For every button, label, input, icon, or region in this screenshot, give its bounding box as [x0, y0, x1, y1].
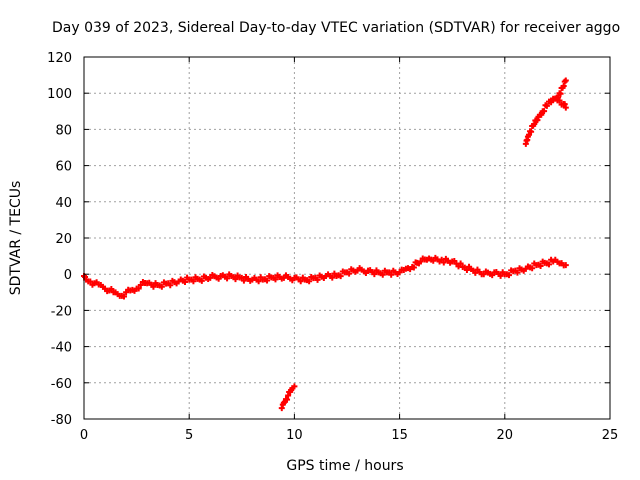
data-point — [284, 396, 291, 403]
plot-frame — [83, 56, 611, 420]
x-axis-label: GPS time / hours — [286, 458, 403, 474]
data-point — [561, 101, 568, 108]
data-points — [81, 77, 569, 412]
x-tick-label: 20 — [497, 428, 514, 443]
y-tick-label: 0 — [64, 268, 72, 283]
data-point — [543, 102, 550, 109]
data-point — [264, 277, 271, 284]
data-point — [181, 278, 188, 285]
series-upper-arc-rising — [522, 77, 569, 147]
x-tick-label: 25 — [602, 428, 619, 443]
y-tick-label: 120 — [47, 51, 72, 66]
series-lower-arc — [278, 383, 298, 412]
data-point — [272, 276, 279, 283]
data-point — [120, 293, 127, 300]
data-point — [529, 265, 536, 272]
y-tick-label: -40 — [51, 341, 72, 356]
data-point — [87, 278, 94, 285]
y-tick-label: 80 — [55, 123, 72, 138]
data-point — [506, 272, 513, 279]
y-tick-label: -60 — [51, 377, 72, 392]
data-point — [198, 277, 205, 284]
data-point — [190, 278, 197, 285]
data-point — [537, 263, 544, 270]
y-tick-label: 20 — [55, 232, 72, 247]
data-point — [528, 128, 535, 135]
data-point — [531, 120, 538, 127]
series-upper-arc-falling — [548, 95, 569, 111]
data-point — [255, 278, 262, 285]
data-point — [306, 278, 313, 285]
data-point — [232, 276, 239, 283]
data-point — [440, 259, 447, 266]
data-point — [346, 270, 353, 277]
data-point — [158, 283, 165, 290]
data-point — [135, 285, 142, 292]
data-point — [388, 271, 395, 278]
data-point — [534, 117, 541, 124]
y-tick-label: -20 — [51, 304, 72, 319]
data-point — [167, 282, 174, 289]
y-axis-label: SDTVAR / TECUs — [8, 181, 24, 296]
grid-lines — [84, 57, 610, 419]
data-point — [545, 261, 552, 268]
data-point — [557, 90, 564, 97]
y-tick-label: -80 — [51, 413, 72, 428]
data-point — [562, 77, 569, 84]
data-point — [150, 283, 157, 290]
data-point — [297, 278, 304, 285]
data-point — [285, 392, 292, 399]
data-point — [562, 262, 569, 269]
data-point — [108, 285, 115, 292]
data-point — [457, 260, 464, 267]
data-point — [371, 271, 378, 278]
data-point — [240, 277, 247, 284]
data-point — [497, 272, 504, 279]
data-point — [514, 269, 521, 276]
data-point — [538, 111, 545, 118]
data-point — [562, 104, 569, 111]
data-point — [337, 273, 344, 280]
tick-labels: 0 5 10 15 20 25 -80 -60 -40 -20 0 20 40 60 80 100 120 — [47, 51, 618, 443]
y-tick-label: 40 — [55, 196, 72, 211]
data-point — [291, 383, 298, 390]
data-point — [417, 258, 424, 265]
data-point — [329, 274, 336, 281]
data-point — [314, 276, 321, 283]
series-main-trace — [81, 254, 569, 300]
data-point — [556, 97, 563, 104]
data-point — [137, 282, 144, 289]
data-point — [379, 271, 386, 278]
y-tick-label: 60 — [55, 160, 72, 175]
data-point — [410, 264, 417, 271]
data-point — [224, 275, 231, 282]
data-point — [541, 108, 548, 115]
x-tick-label: 5 — [185, 428, 193, 443]
data-point — [560, 82, 567, 89]
y-tick-label: 100 — [47, 87, 72, 102]
x-tick-label: 0 — [80, 428, 88, 443]
x-tick-label: 15 — [391, 428, 408, 443]
x-tick-label: 10 — [286, 428, 303, 443]
chart-title: Day 039 of 2023, Sidereal Day-to-day VTE… — [52, 20, 620, 36]
axis-ticks — [83, 56, 611, 420]
data-point — [278, 405, 285, 412]
